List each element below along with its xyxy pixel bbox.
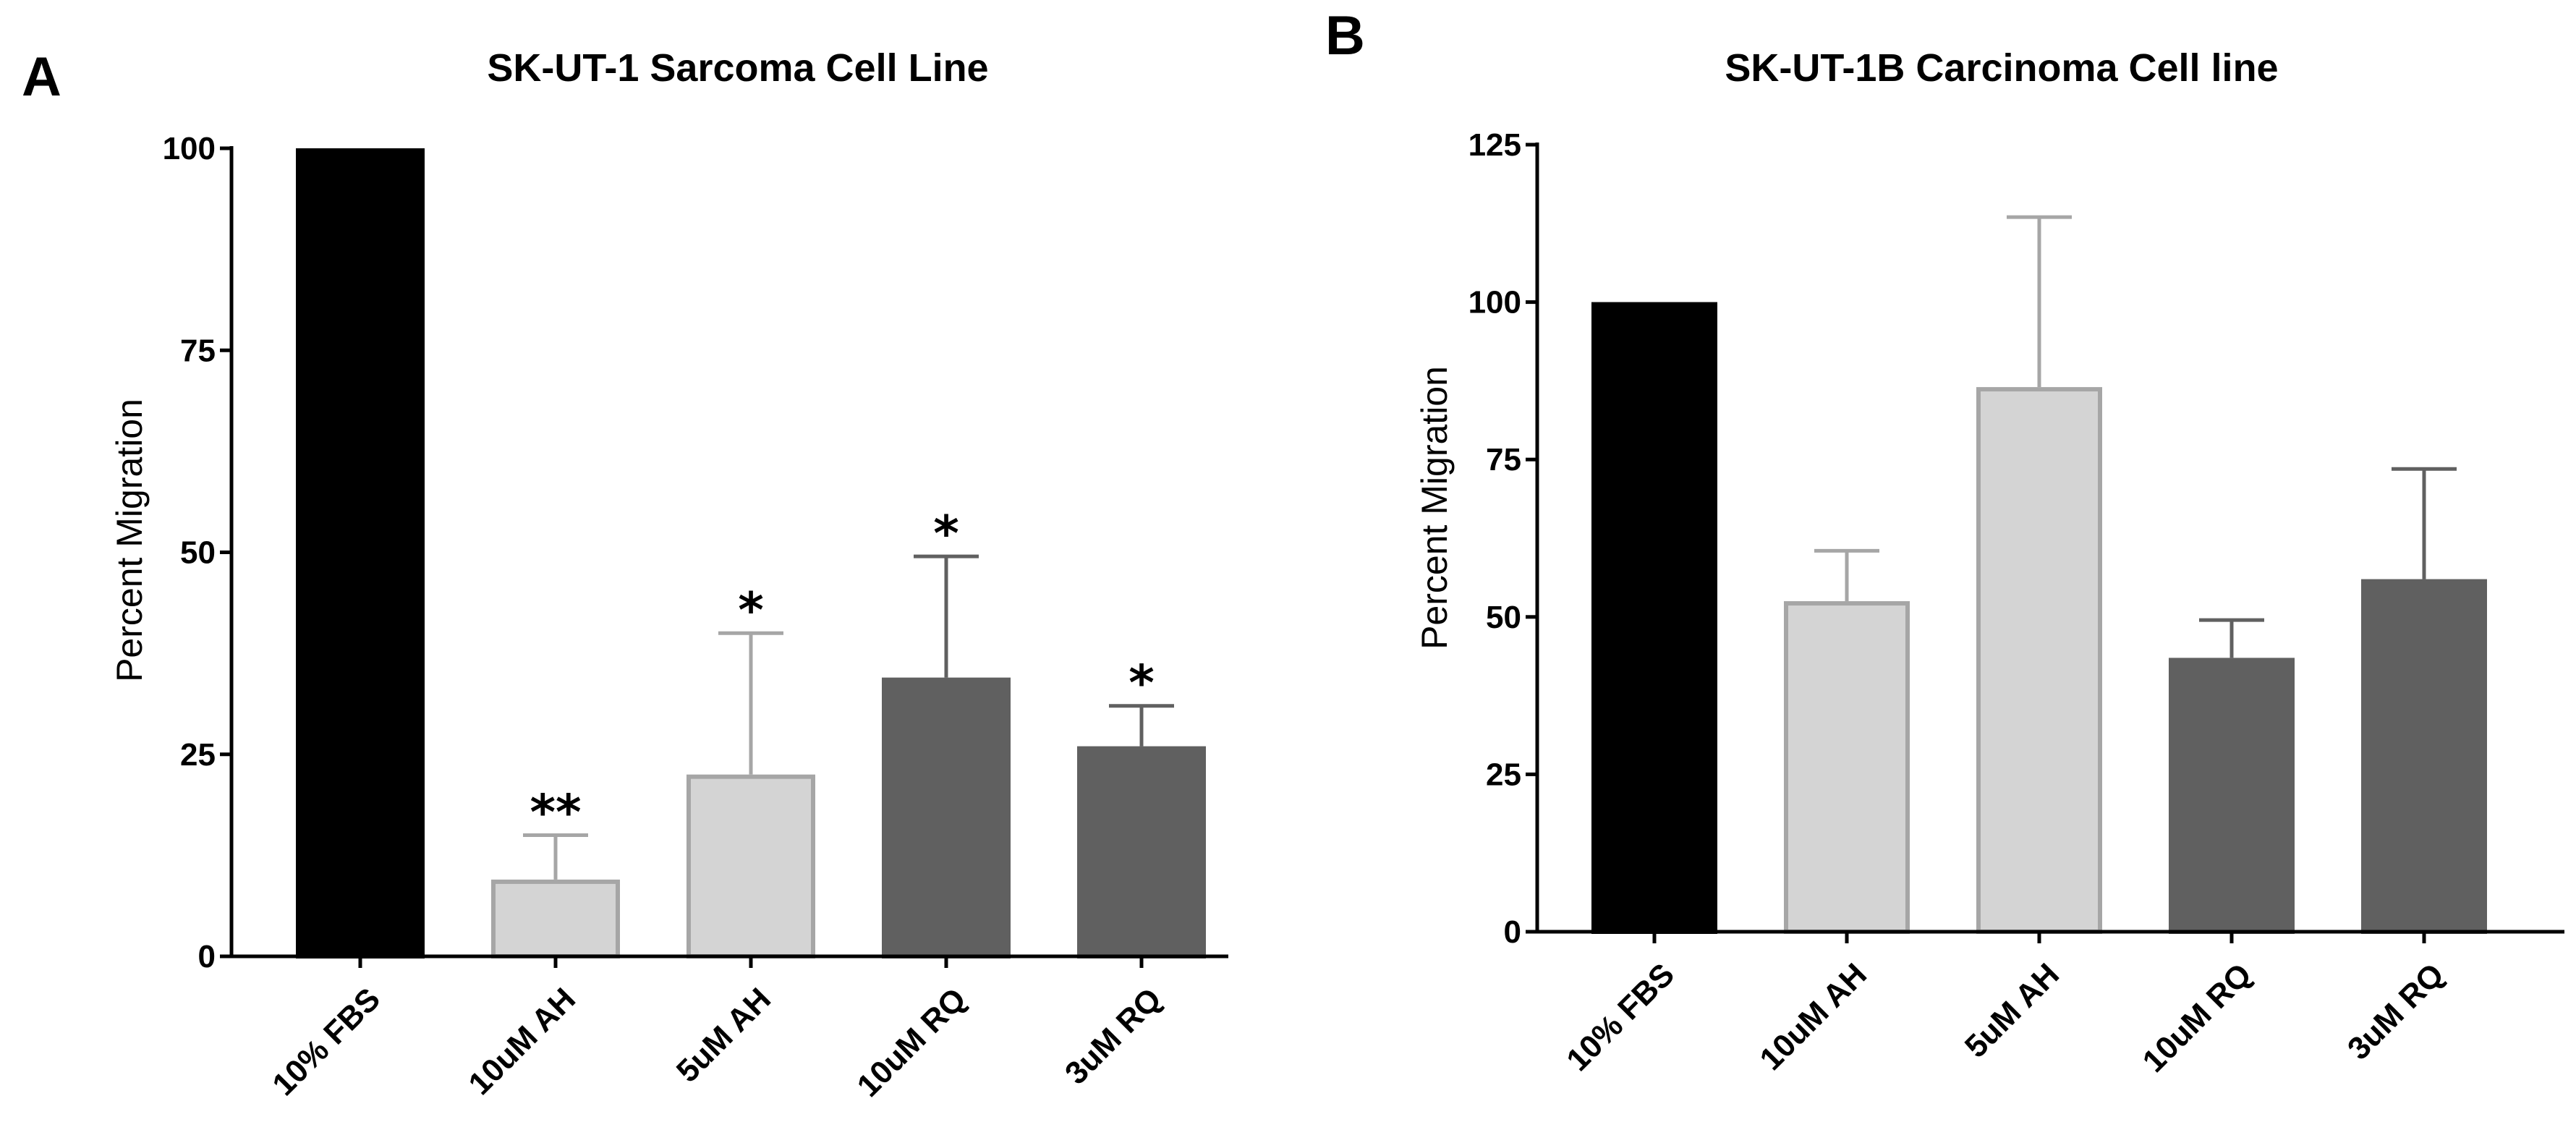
panel-a-letter: A	[22, 46, 61, 108]
panel-b: B SK-UT-1B Carcinoma Cell line Percent M…	[1325, 5, 2564, 1079]
bar-10um-ah	[1784, 601, 1910, 934]
category-label: 10uM AH	[462, 981, 582, 1102]
category-label: 5uM AH	[670, 981, 778, 1089]
y-tick-label: 50	[1486, 600, 1521, 635]
category-label: 10uM RQ	[851, 981, 973, 1103]
y-tick-label: 25	[180, 737, 216, 773]
significance-marker: **	[530, 784, 581, 841]
significance-marker: *	[933, 506, 959, 563]
bar-5um-ah	[686, 774, 815, 959]
category-label: 10uM AH	[1753, 956, 1874, 1077]
bar-10-fbs	[1591, 302, 1717, 935]
bar-3um-rq	[1077, 746, 1206, 959]
y-tick-label: 125	[1468, 127, 1521, 163]
y-tick-label: 100	[163, 131, 216, 166]
significance-marker: *	[738, 582, 764, 639]
category-label: 10% FBS	[265, 981, 387, 1102]
panel-b-y-axis-label: Percent Migration	[1414, 366, 1455, 650]
bar-5um-ah	[1976, 387, 2102, 934]
bar-10-fbs	[296, 148, 425, 959]
bar-10um-ah	[491, 879, 620, 959]
y-tick-label: 50	[180, 535, 216, 571]
panel-b-plot-area: 10% FBS 10uM AH 5uM AH 10uM RQ 3uM RQ 0 25 50 75…	[1468, 127, 2564, 1079]
panel-a: A SK-UT-1 Sarcoma Cell Line Percent Migr…	[22, 46, 1228, 1104]
category-label: 10uM RQ	[2136, 956, 2258, 1079]
category-label: 3uM RQ	[2341, 956, 2451, 1066]
category-label: 5uM AH	[1958, 956, 2066, 1064]
significance-marker: *	[1128, 655, 1155, 713]
y-tick-label: 0	[198, 939, 216, 974]
y-tick-label: 0	[1504, 914, 1521, 950]
bar-10um-rq	[2169, 658, 2295, 934]
category-label: 10% FBS	[1560, 956, 1681, 1078]
panel-b-letter: B	[1325, 5, 1365, 67]
y-tick-label: 75	[180, 333, 216, 368]
panel-a-y-axis-label: Percent Migration	[109, 399, 150, 682]
bar-3um-rq	[2361, 579, 2487, 934]
category-label: 3uM RQ	[1058, 981, 1168, 1091]
panel-a-plot-area: 10% FBS ** 10uM AH * 5uM AH * 10uM RQ * 3uM RQ 0 2…	[163, 131, 1228, 1104]
panel-b-title: SK-UT-1B Carcinoma Cell line	[1725, 46, 2278, 90]
bar-10um-rq	[882, 677, 1011, 959]
panel-a-title: SK-UT-1 Sarcoma Cell Line	[487, 46, 988, 90]
y-tick-label: 75	[1486, 442, 1521, 477]
y-tick-label: 100	[1468, 285, 1521, 320]
y-tick-label: 25	[1486, 757, 1521, 792]
